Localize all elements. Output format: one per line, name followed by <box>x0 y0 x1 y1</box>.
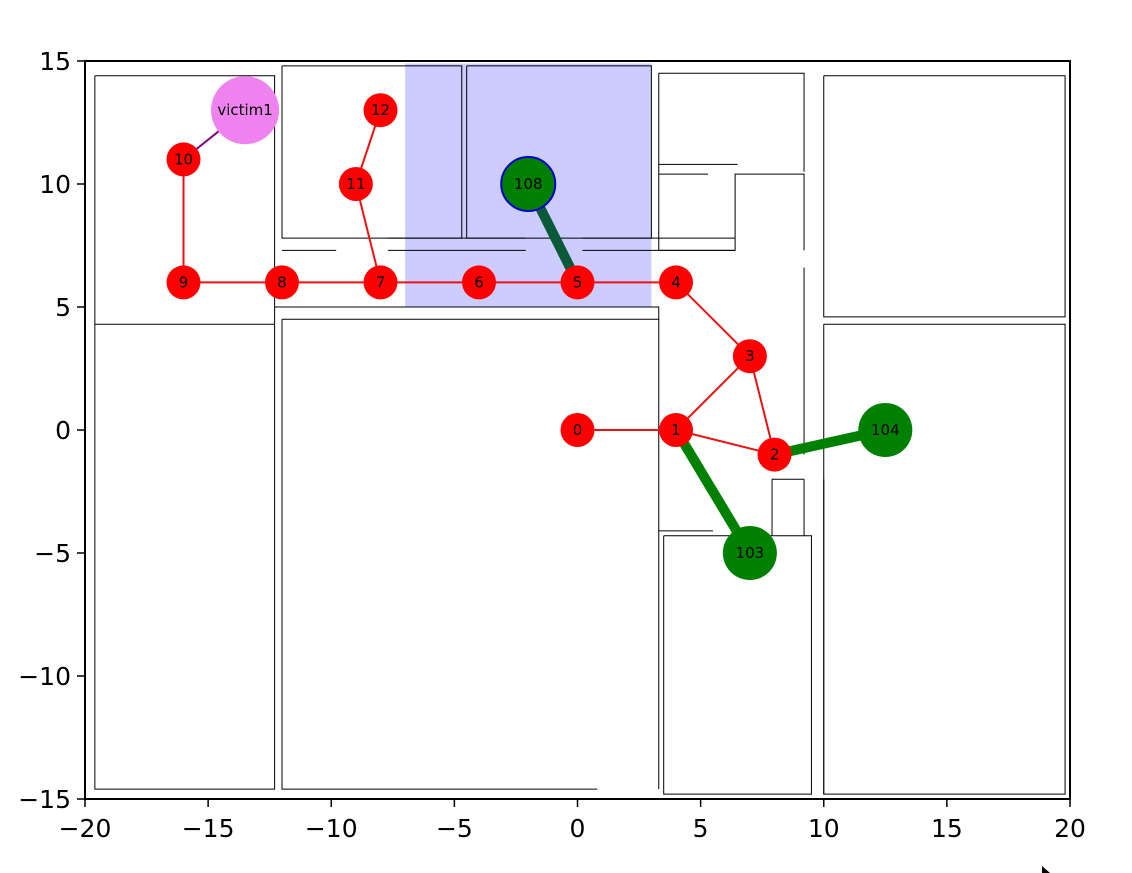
waypoint-label: 4 <box>671 273 681 291</box>
x-tick-label: 10 <box>808 814 840 843</box>
waypoint-marker <box>265 265 299 300</box>
x-tick-label: −10 <box>305 814 358 843</box>
y-tick-label: 0 <box>55 416 71 445</box>
waypoint-label: 9 <box>179 273 189 291</box>
waypoint-marker <box>732 339 767 374</box>
agent-label: 108 <box>514 175 543 193</box>
waypoint-marker <box>166 265 201 300</box>
waypoint-marker <box>338 167 373 201</box>
x-tick-label: 5 <box>693 814 709 843</box>
victim-label: victim1 <box>217 101 273 119</box>
y-tick-label: −5 <box>34 539 71 568</box>
wall-line <box>282 306 660 320</box>
waypoint-label: 2 <box>770 446 780 464</box>
waypoint-label: 7 <box>376 273 386 291</box>
y-axis-ticks: −15 −10 −5 0 5 10 15 <box>18 47 85 814</box>
waypoint-label: 3 <box>745 347 755 365</box>
agent-marker <box>722 526 777 580</box>
x-axis-ticks: −20 −15 −10 −5 0 5 10 15 20 <box>59 799 1086 843</box>
y-tick-label: −10 <box>18 662 71 691</box>
wall-line <box>658 72 805 172</box>
waypoint-label: 10 <box>174 150 193 168</box>
x-tick-label: −20 <box>59 814 112 843</box>
x-tick-label: 20 <box>1054 814 1086 843</box>
x-tick-label: 0 <box>570 814 586 843</box>
victim-marker <box>211 76 280 145</box>
waypoint-label: 6 <box>474 273 484 291</box>
waypoint-edge <box>675 281 751 357</box>
wall-line <box>94 75 276 790</box>
y-tick-label: 10 <box>39 170 71 199</box>
waypoint-marker <box>659 265 693 300</box>
wall-line <box>823 75 1066 318</box>
y-tick-label: 5 <box>55 293 71 322</box>
waypoint-marker <box>462 265 496 300</box>
x-tick-label: −5 <box>436 814 473 843</box>
waypoint-label: 1 <box>671 421 681 439</box>
waypoint-marker <box>363 93 398 128</box>
agent-label: 104 <box>871 421 900 439</box>
wall-line <box>658 73 805 251</box>
waypoint-marker <box>166 142 201 177</box>
wall-line <box>281 319 598 790</box>
waypoint-label: 12 <box>371 101 390 119</box>
waypoint-label: 0 <box>573 421 583 439</box>
x-tick-label: 15 <box>931 814 963 843</box>
waypoint-marker <box>659 413 693 447</box>
y-tick-label: 15 <box>39 47 71 76</box>
agent-label: 103 <box>736 544 765 562</box>
waypoint-marker <box>757 437 792 472</box>
walls-layer <box>94 65 1066 795</box>
y-tick-label: −15 <box>18 785 71 814</box>
agent-marker <box>500 156 557 212</box>
waypoint-label: 5 <box>573 273 583 291</box>
waypoint-label: 8 <box>277 273 287 291</box>
waypoint-label: 11 <box>346 175 365 193</box>
waypoint-marker <box>560 265 595 300</box>
agent-marker <box>858 403 913 457</box>
mouse-cursor-icon <box>1042 866 1050 873</box>
waypoint-edge <box>675 355 751 431</box>
x-tick-label: −15 <box>182 814 235 843</box>
waypoint-marker <box>560 413 595 447</box>
waypoint-marker <box>363 265 398 300</box>
